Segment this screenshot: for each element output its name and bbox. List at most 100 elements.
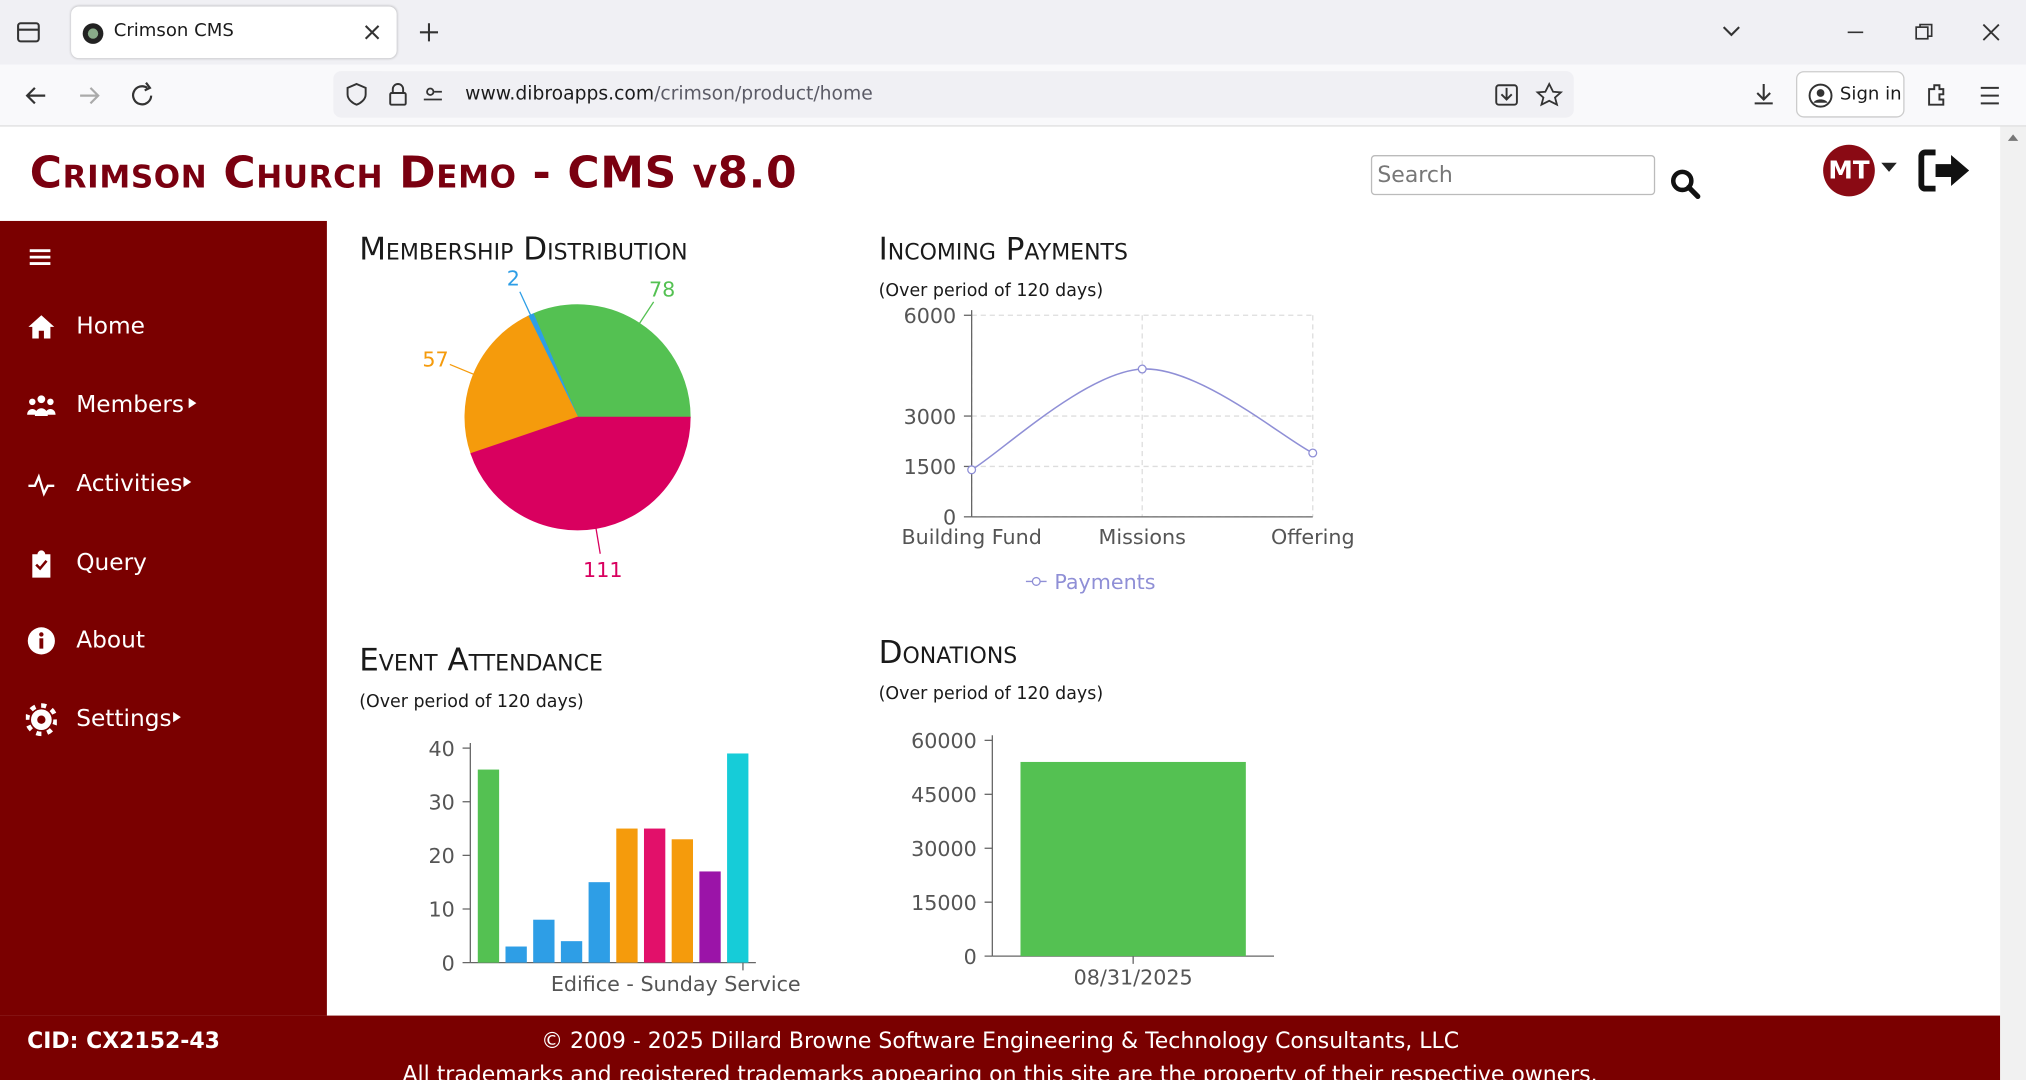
- nav-item[interactable]: Members: [76, 391, 185, 419]
- data-point: [1308, 448, 1318, 458]
- slice-label: 78: [649, 278, 675, 302]
- tab-list-icon[interactable]: [16, 19, 44, 45]
- bar: [699, 871, 721, 963]
- tab-bar: Crimson CMS: [0, 0, 2026, 65]
- nav-item[interactable]: Query: [76, 549, 147, 577]
- label-leader: [449, 363, 474, 375]
- tab-title: Crimson CMS: [113, 20, 234, 42]
- legend-label: Payments: [1054, 570, 1155, 594]
- bar: [643, 828, 666, 963]
- address-bar[interactable]: www.dibroapps.com/crimson/product/home: [333, 71, 1574, 118]
- y-tick-label: 15000: [911, 891, 977, 915]
- y-tick-label: 30: [429, 790, 455, 814]
- chart-title: Membership Distribution: [359, 232, 687, 268]
- sign-in-button[interactable]: Sign in: [1796, 71, 1905, 118]
- close-window[interactable]: [1981, 22, 2002, 43]
- security-icons: [346, 82, 442, 106]
- logout[interactable]: [1917, 147, 1974, 194]
- user-avatar[interactable]: MT: [1823, 144, 1875, 197]
- y-tick-label: 0: [964, 945, 977, 969]
- chart-title: Event Attendance: [359, 643, 603, 679]
- nav-item[interactable]: Home: [76, 312, 145, 340]
- x-tick-label: Building Fund: [901, 525, 1041, 549]
- y-tick-label: 40: [429, 737, 455, 761]
- y-tick-label: 20: [429, 844, 455, 868]
- sign-in-label: Sign in: [1839, 83, 1902, 105]
- list-all-tabs[interactable]: [1721, 23, 1742, 39]
- bar: [477, 769, 500, 963]
- bar: [533, 919, 555, 963]
- data-point: [1137, 364, 1147, 374]
- bar: [588, 882, 610, 963]
- label-leader: [519, 291, 532, 316]
- pie-slice: [464, 315, 579, 455]
- bar: [671, 839, 694, 963]
- y-tick-label: 1500: [904, 455, 957, 479]
- back[interactable]: [23, 83, 49, 109]
- bar: [727, 753, 749, 963]
- trademarks: All trademarks and registered trademarks…: [402, 1062, 1598, 1080]
- label-leader: [595, 528, 601, 554]
- bar: [1020, 761, 1246, 957]
- copyright: © 2009 - 2025 Dillard Browne Software En…: [541, 1028, 1460, 1055]
- y-tick-label: 60000: [911, 729, 977, 753]
- account-icon: [1808, 83, 1833, 108]
- bar: [616, 828, 638, 963]
- url-path: /crimson/product/home: [654, 83, 873, 105]
- scroll-up[interactable]: [2007, 132, 2020, 142]
- close-tab[interactable]: [363, 23, 381, 41]
- y-tick-label: 0: [442, 951, 455, 975]
- scrollbar[interactable]: [2000, 126, 2026, 1080]
- chart-subtitle: (Over period of 120 days): [879, 281, 1104, 301]
- y-tick-label: 10: [429, 898, 455, 922]
- sidebar: Home Members Activities Query About Settings: [0, 220, 327, 1016]
- dashboard-charts: Membership Distribution 78 2 57 111 Incoming …: [359, 232, 1355, 996]
- customer-id: CID: CX2152-43: [27, 1028, 220, 1055]
- nav-item[interactable]: Settings: [76, 705, 172, 733]
- x-tick-label: 08/31/2025: [1074, 966, 1193, 990]
- slice-label: 111: [583, 558, 622, 582]
- restore[interactable]: [1914, 22, 1935, 43]
- nav-item[interactable]: Activities: [76, 470, 183, 498]
- downloads[interactable]: [1751, 81, 1777, 107]
- reload[interactable]: [129, 81, 157, 109]
- search-button[interactable]: [1669, 168, 1703, 202]
- nav-bar: www.dibroapps.com/crimson/product/home S…: [0, 64, 2026, 127]
- user-dropdown[interactable]: [1880, 160, 1898, 173]
- search-input[interactable]: Search: [1370, 155, 1656, 196]
- label-leader: [638, 301, 655, 324]
- x-tick-label: Missions: [1099, 525, 1186, 549]
- chart-title: Donations: [879, 635, 1018, 671]
- sidebar-toggle[interactable]: [28, 247, 51, 268]
- url-domain: www.dibroapps.com: [465, 83, 655, 105]
- app-title: Crimson Church Demo - CMS v8.0: [29, 147, 798, 199]
- nav-icons: [25, 315, 57, 737]
- footer: CID: CX2152-43 © 2009 - 2025 Dillard Bro…: [0, 1015, 2001, 1080]
- bar: [505, 946, 527, 963]
- minimize[interactable]: [1845, 22, 1866, 43]
- bar: [560, 941, 583, 963]
- extensions[interactable]: [1924, 81, 1950, 107]
- browser-tab[interactable]: Crimson CMS: [71, 6, 397, 59]
- slice-label: 2: [507, 266, 520, 290]
- chart-subtitle: (Over period of 120 days): [359, 692, 584, 712]
- forward[interactable]: [76, 83, 102, 109]
- pie-slice: [532, 304, 691, 418]
- new-tab[interactable]: [417, 21, 440, 44]
- favicon: [82, 23, 104, 44]
- x-tick-label: Offering: [1271, 525, 1355, 549]
- nav-item[interactable]: About: [76, 626, 145, 654]
- y-tick-label: 30000: [911, 837, 977, 861]
- page-actions[interactable]: [1494, 81, 1566, 107]
- menu[interactable]: [1977, 83, 2003, 109]
- x-tick-label: Edifice - Sunday Service: [551, 972, 801, 996]
- y-tick-label: 45000: [911, 783, 977, 807]
- app-header: Crimson Church Demo - CMS v8.0 Search MT: [0, 126, 2001, 221]
- y-tick-label: 6000: [904, 304, 957, 328]
- search-placeholder: Search: [1377, 162, 1453, 189]
- y-tick-label: 0: [943, 506, 956, 530]
- data-point: [967, 465, 977, 475]
